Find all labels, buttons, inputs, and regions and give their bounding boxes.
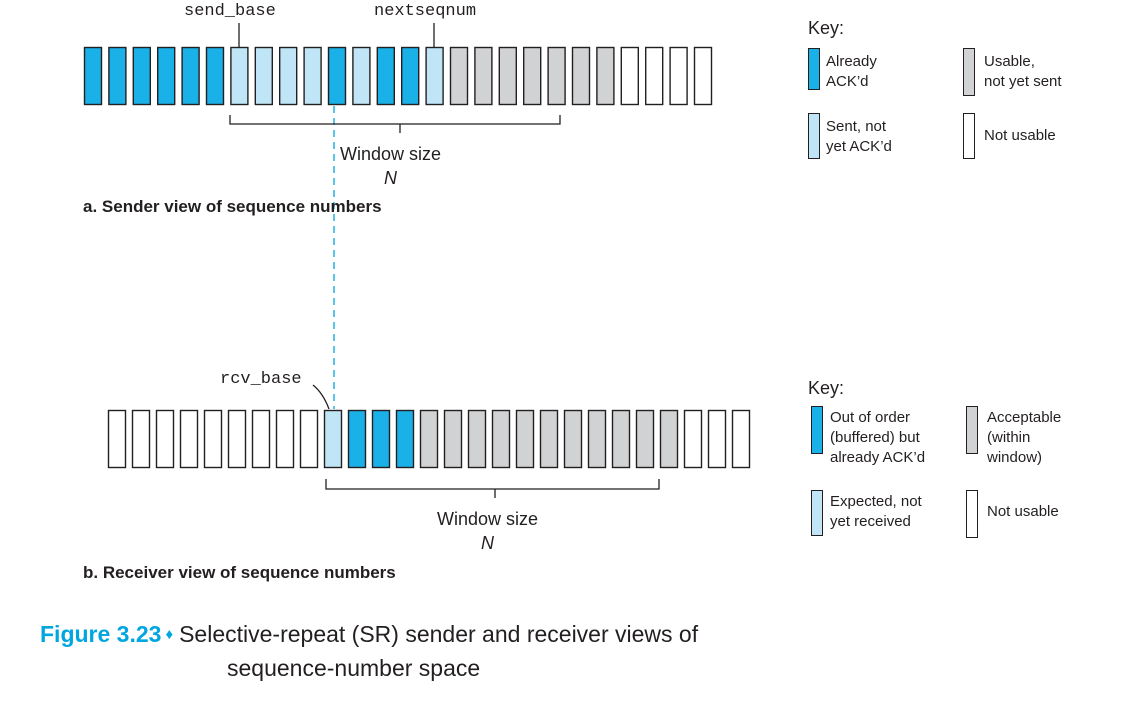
sender-seq-cell-acked [181, 46, 200, 106]
receiver-key-label-acked: Out of order (buffered) but already ACK’… [830, 409, 926, 466]
receiver-seq-cell-not-usable [251, 409, 271, 469]
sender-seq-cell-acked [132, 46, 152, 106]
sender-key-label-not-usable: Not usable [984, 127, 1056, 144]
figure-separator-icon: ♦ [165, 626, 174, 643]
receiver-seq-cell-acked [371, 409, 391, 469]
sender-seq-cell-acked [83, 46, 103, 106]
receiver-key-label-not-usable: Not usable [987, 503, 1059, 520]
figure-number: Figure 3.23 [40, 621, 162, 647]
receiver-window-size-label: Window size N [437, 507, 538, 555]
receiver-seq-cell-not-usable [155, 409, 175, 469]
sender-seq-cell-usable [449, 46, 469, 106]
sender-key-swatch-acked [808, 48, 820, 90]
receiver-window-bracket [325, 479, 660, 498]
receiver-seq-cell-expected [323, 409, 343, 469]
receiver-seq-cell-not-usable [203, 409, 223, 469]
receiver-window-size-text: Window size [437, 509, 539, 529]
sender-seq-cell-usable [547, 46, 566, 106]
sender-seq-cell-usable [498, 46, 517, 106]
receiver-key-label-sent: Expected, not yet received [830, 493, 922, 530]
sender-key-label-acked: Already ACK’d [826, 53, 877, 90]
sender-seq-cell-acked [376, 46, 395, 106]
rcv-base-pointer [312, 384, 330, 410]
receiver-key-title: Key: [808, 378, 845, 398]
sender-seq-cell-acked [108, 46, 127, 106]
sender-seq-cell-not-usable [669, 46, 688, 106]
sender-seq-cell-usable [474, 46, 493, 106]
receiver-seq-cell-not-usable [131, 409, 151, 469]
receiver-sequence-strip [107, 409, 751, 469]
receiver-seq-cell-usable [659, 409, 679, 469]
receiver-seq-cell-not-usable [299, 409, 319, 469]
sender-seq-cell-sent [230, 46, 249, 106]
rcv-base-label: rcv_base [220, 370, 302, 389]
receiver-key-label-usable: Acceptable (within window) [987, 409, 1062, 466]
sender-key-label-sent: Sent, not yet ACK’d [826, 118, 892, 155]
sender-seq-cell-sent [303, 46, 322, 106]
receiver-seq-cell-usable [563, 409, 583, 469]
receiver-seq-cell-usable [491, 409, 511, 469]
receiver-key-swatch-not-usable [966, 490, 978, 538]
receiver-key-swatch-acked [811, 406, 823, 454]
receiver-seq-cell-usable [587, 409, 607, 469]
receiver-seq-cell-usable [515, 409, 535, 469]
sender-seq-cell-sent [352, 46, 371, 106]
figure-title-line1: Selective-repeat (SR) sender and receive… [179, 621, 699, 647]
sender-window-size-label: Window size N [340, 142, 441, 190]
sender-seq-cell-sent [254, 46, 274, 106]
sender-caption: a. Sender view of sequence numbers [83, 197, 382, 216]
sender-seq-cell-acked [205, 46, 225, 106]
receiver-caption: b. Receiver view of sequence numbers [83, 563, 396, 582]
sender-key-swatch-not-usable [963, 113, 975, 159]
receiver-seq-cell-not-usable [275, 409, 295, 469]
receiver-seq-cell-not-usable [227, 409, 247, 469]
sender-window-size-text: Window size [340, 144, 442, 164]
receiver-seq-cell-not-usable [707, 409, 727, 469]
receiver-seq-cell-usable [635, 409, 655, 469]
send-base-label: send_base [184, 2, 276, 21]
receiver-seq-cell-usable [467, 409, 487, 469]
receiver-seq-cell-usable [539, 409, 559, 469]
sender-seq-cell-sent [425, 46, 444, 106]
receiver-key-swatch-usable [966, 406, 978, 454]
figure-title-line2: sequence-number space [227, 655, 481, 681]
sender-key-label-usable: Usable, not yet sent [984, 53, 1062, 90]
sender-sequence-strip [83, 46, 713, 106]
sender-window-n: N [384, 168, 398, 188]
sender-seq-cell-sent [279, 46, 298, 106]
sender-key-swatch-usable [963, 48, 975, 96]
sender-seq-cell-usable [571, 46, 591, 106]
figure-caption: Figure 3.23 ♦ Selective-repeat (SR) sender… [40, 619, 698, 683]
receiver-seq-cell-acked [347, 409, 367, 469]
receiver-seq-cell-usable [611, 409, 631, 469]
nextseqnum-label: nextseqnum [374, 2, 477, 21]
receiver-seq-cell-acked [395, 409, 415, 469]
sender-key-title: Key: [808, 18, 845, 38]
sender-seq-cell-acked [401, 46, 420, 106]
receiver-seq-cell-usable [443, 409, 463, 469]
receiver-seq-cell-not-usable [107, 409, 127, 469]
sender-seq-cell-acked [156, 46, 176, 106]
receiver-seq-cell-not-usable [179, 409, 199, 469]
sender-seq-cell-usable [523, 46, 542, 106]
sender-seq-cell-usable [596, 46, 615, 106]
receiver-seq-cell-not-usable [731, 409, 751, 469]
receiver-key-swatch-sent [811, 490, 823, 536]
receiver-seq-cell-not-usable [683, 409, 703, 469]
receiver-seq-cell-usable [419, 409, 439, 469]
sender-window-bracket [229, 115, 561, 133]
sender-seq-cell-not-usable [645, 46, 664, 106]
sender-seq-cell-not-usable [620, 46, 639, 106]
sender-seq-cell-not-usable [693, 46, 713, 106]
sender-seq-cell-acked [327, 46, 347, 106]
receiver-window-n: N [481, 533, 495, 553]
sender-key-swatch-sent [808, 113, 820, 159]
